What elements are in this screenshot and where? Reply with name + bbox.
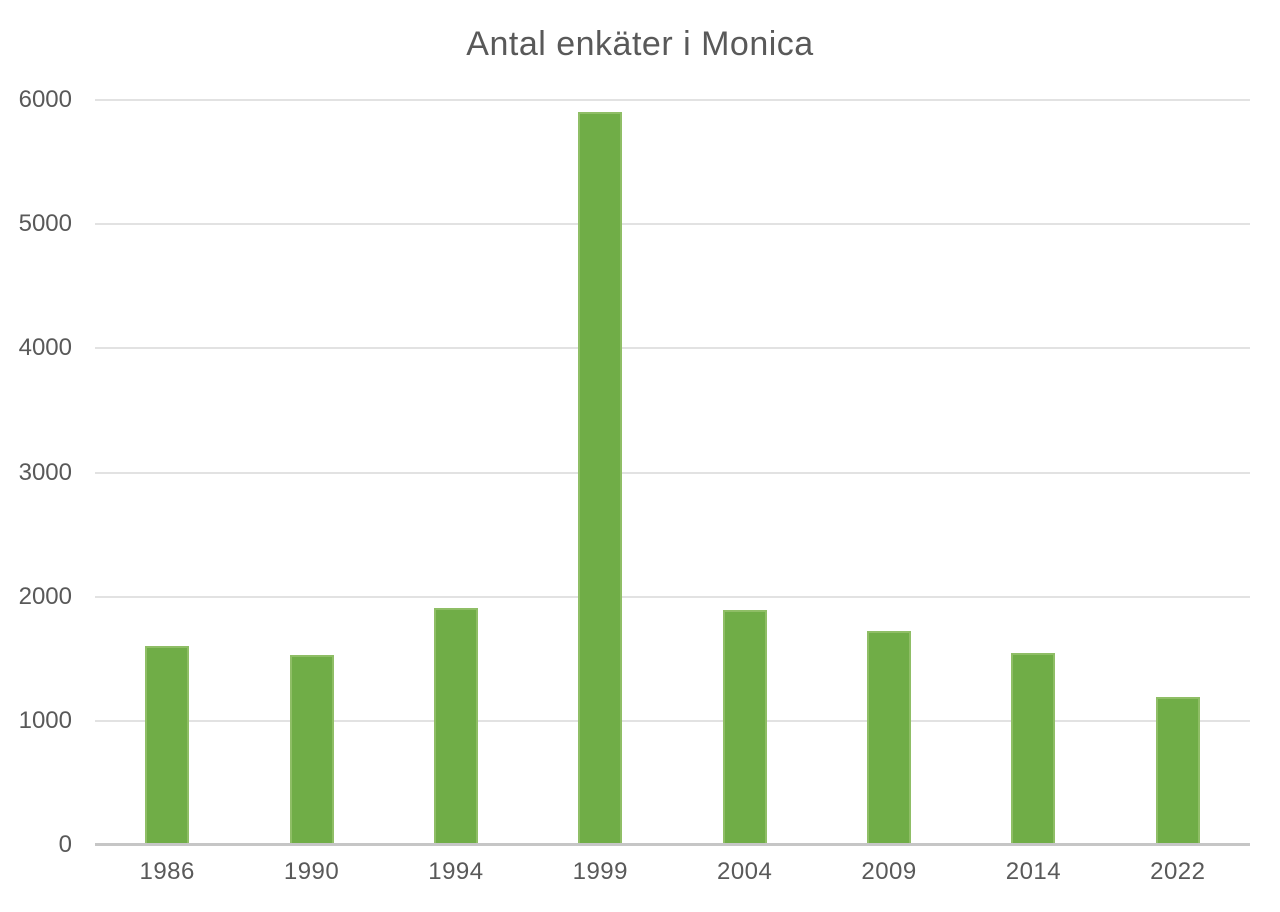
bar-slot [961, 100, 1105, 845]
bar-slot [95, 100, 239, 845]
gridlines [95, 99, 1250, 845]
x-axis-tick-label: 2014 [1005, 858, 1062, 885]
bar-1990 [289, 655, 334, 845]
bar-slot [239, 100, 383, 845]
bar-1994 [433, 607, 478, 845]
gridline-5000 [95, 223, 1250, 226]
bar-1999 [578, 112, 623, 845]
bars-container [95, 100, 1250, 845]
y-axis-tick-label: 5000 [18, 210, 72, 238]
x-axis-tick-label: 1999 [572, 858, 628, 885]
chart-title: Antal enkäter i Monica [466, 25, 814, 63]
y-axis-tick-label: 0 [58, 831, 72, 858]
bar-slot [1106, 100, 1250, 845]
x-axis-tick-label: 2009 [861, 858, 917, 885]
x-axis-tick-label: 1994 [428, 858, 484, 885]
bar-2009 [867, 631, 912, 845]
plot-area [95, 99, 1250, 846]
x-axis-tick-label: 1986 [139, 858, 195, 885]
gridline-1000 [95, 719, 1250, 722]
x-axis-tick-label: 2022 [1150, 858, 1206, 885]
bar-1986 [145, 646, 190, 845]
bar-2014 [1011, 652, 1056, 845]
bar-2022 [1155, 697, 1200, 845]
y-axis-tick-label: 4000 [18, 334, 72, 362]
bar-slot [817, 100, 961, 845]
x-axis: 1986 1990 1994 1999 2004 2009 2014 2022 [95, 858, 1250, 886]
y-axis-tick-label: 2000 [18, 582, 72, 610]
bar-2004 [722, 610, 767, 845]
x-axis-tick-label: 1990 [283, 858, 340, 885]
y-axis-tick-label: 1000 [18, 706, 72, 734]
gridline-6000 [95, 99, 1250, 101]
y-axis: 0 1000 2000 3000 4000 5000 6000 [0, 88, 72, 857]
gridline-3000 [95, 471, 1250, 474]
y-axis-tick-label: 6000 [18, 86, 72, 113]
gridline-4000 [95, 347, 1250, 350]
x-axis-tick-label: 2004 [716, 858, 773, 885]
bar-slot [528, 100, 672, 845]
y-axis-tick-label: 3000 [18, 458, 72, 486]
gridline-2000 [95, 595, 1250, 598]
bar-slot [673, 100, 817, 845]
x-axis-line [95, 843, 1250, 846]
bar-slot [384, 100, 528, 845]
